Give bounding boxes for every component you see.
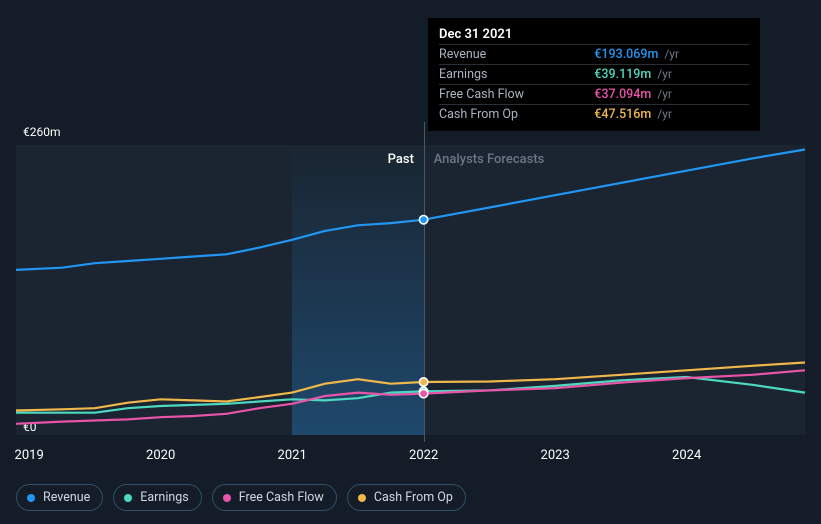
tooltip-row-value: €37.094m /yr bbox=[594, 85, 749, 105]
chart-container: €260m €0 Past Analysts Forecasts 2019202… bbox=[0, 0, 821, 524]
tooltip-row-value: €193.069m /yr bbox=[594, 45, 749, 65]
legend-item-revenue[interactable]: Revenue bbox=[16, 484, 103, 511]
x-axis-labels: 2019 2020 2021 2022 2023 2024 bbox=[16, 448, 805, 468]
tooltip-row-key: Free Cash Flow bbox=[439, 85, 594, 105]
x-tick-5: 2024 bbox=[672, 448, 701, 463]
series-marker-fcf bbox=[419, 389, 427, 397]
tooltip-row-key: Earnings bbox=[439, 65, 594, 85]
tooltip-row-key: Revenue bbox=[439, 45, 594, 65]
legend-dot-icon bbox=[124, 494, 132, 502]
legend-dot-icon bbox=[27, 494, 35, 502]
tooltip-date: Dec 31 2021 bbox=[439, 27, 749, 44]
chart-svg bbox=[16, 145, 805, 435]
tooltip-row-value: €47.516m /yr bbox=[594, 105, 749, 125]
legend: Revenue Earnings Free Cash Flow Cash From O… bbox=[16, 484, 466, 511]
legend-item-cfo[interactable]: Cash From Op bbox=[347, 484, 466, 511]
x-tick-0: 2019 bbox=[15, 448, 44, 463]
tooltip: Dec 31 2021 Revenue€193.069m /yrEarnings… bbox=[428, 18, 760, 131]
series-line-cfo bbox=[16, 363, 805, 411]
tooltip-row-key: Cash From Op bbox=[439, 105, 594, 125]
x-tick-2: 2021 bbox=[278, 448, 307, 463]
tooltip-row-1: Earnings€39.119m /yr bbox=[439, 65, 749, 85]
legend-dot-icon bbox=[223, 494, 231, 502]
series-line-revenue bbox=[16, 150, 805, 270]
tooltip-row-0: Revenue€193.069m /yr bbox=[439, 45, 749, 65]
x-tick-3: 2022 bbox=[409, 448, 438, 463]
legend-item-fcf[interactable]: Free Cash Flow bbox=[212, 484, 337, 511]
series-line-fcf bbox=[16, 370, 805, 424]
x-tick-1: 2020 bbox=[146, 448, 175, 463]
legend-label: Revenue bbox=[43, 490, 90, 505]
legend-dot-icon bbox=[358, 494, 366, 502]
tooltip-row-3: Cash From Op€47.516m /yr bbox=[439, 105, 749, 125]
series-marker-cfo bbox=[419, 378, 427, 386]
legend-label: Cash From Op bbox=[374, 490, 453, 505]
tooltip-row-value: €39.119m /yr bbox=[594, 65, 749, 85]
y-tick-max: €260m bbox=[23, 125, 61, 139]
series-marker-revenue bbox=[419, 216, 427, 224]
legend-item-earnings[interactable]: Earnings bbox=[113, 484, 201, 511]
tooltip-table: Revenue€193.069m /yrEarnings€39.119m /yr… bbox=[439, 44, 749, 124]
legend-label: Earnings bbox=[140, 490, 188, 505]
tooltip-row-2: Free Cash Flow€37.094m /yr bbox=[439, 85, 749, 105]
legend-label: Free Cash Flow bbox=[239, 490, 324, 505]
x-tick-4: 2023 bbox=[541, 448, 570, 463]
